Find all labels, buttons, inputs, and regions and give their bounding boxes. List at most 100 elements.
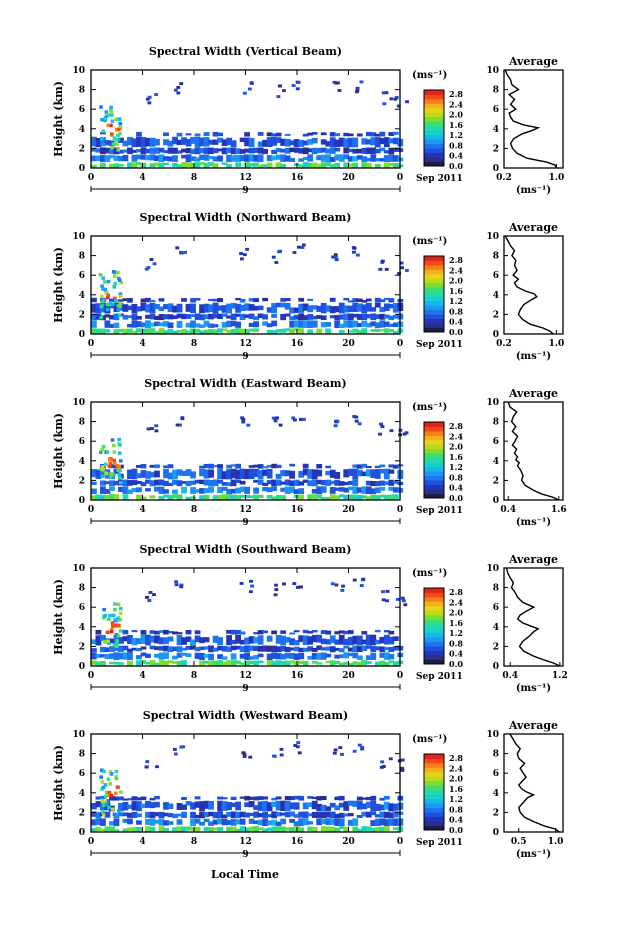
heatmap-cell: [208, 821, 214, 826]
heatmap-cell: [109, 113, 114, 117]
heatmap-cell: [370, 137, 377, 146]
heatmap-cell: [257, 645, 264, 652]
heatmap-cell: [343, 147, 350, 154]
heatmap-cell: [302, 147, 309, 155]
heatmap-cell: [352, 578, 357, 582]
y-axis-label: Height (km): [52, 745, 65, 821]
heatmap-cell: [279, 753, 284, 757]
heatmap-cell: [316, 796, 323, 801]
heatmap-cell: [244, 486, 251, 494]
profile-y-tick-label: 10: [486, 232, 499, 242]
heatmap-cell: [381, 91, 386, 95]
heatmap-cell: [253, 305, 260, 311]
heatmap-cell: [149, 328, 156, 334]
heatmap-cell: [127, 298, 133, 303]
colorbar-segment: [424, 453, 444, 459]
heatmap-cell: [131, 303, 138, 314]
heatmap-cell: [253, 162, 260, 167]
heatmap-cell: [302, 320, 309, 328]
heatmap-cell: [370, 329, 377, 332]
heatmap-cell: [241, 417, 246, 421]
heatmap-cell: [280, 328, 287, 333]
heatmap-cell: [194, 818, 201, 824]
heatmap-cell: [181, 148, 187, 153]
heatmap-cell: [158, 818, 165, 826]
heatmap-cell: [203, 314, 210, 319]
heatmap-cell: [248, 801, 255, 808]
heatmap-cell: [113, 155, 120, 161]
profile-line: [504, 69, 558, 169]
heatmap-cell: [385, 589, 390, 593]
heatmap-cell: [365, 157, 372, 162]
heatmap-cell: [172, 163, 178, 167]
colorbar-segment: [424, 637, 444, 643]
heatmap-cell: [113, 818, 120, 827]
heatmap-cell: [334, 660, 341, 665]
heatmap-cell: [91, 481, 97, 485]
heatmap-cell: [302, 417, 306, 421]
heatmap-cell: [275, 329, 282, 333]
heatmap-cell: [280, 297, 287, 302]
heatmap-cell: [388, 494, 395, 500]
heatmap-cell: [110, 110, 114, 115]
heatmap-cell: [226, 629, 232, 634]
x-tick-label: 0: [88, 339, 94, 349]
heatmap-cell: [392, 315, 399, 319]
heatmap-cell: [248, 636, 255, 644]
heatmap-cell: [104, 653, 111, 660]
heatmap-cell: [136, 306, 142, 312]
heatmap-cell: [359, 80, 364, 84]
colorbar-segment: [424, 762, 444, 768]
heatmap-cell: [338, 302, 345, 314]
heatmap-cell: [361, 486, 368, 494]
heatmap-cell: [149, 322, 156, 327]
heatmap-cell: [320, 139, 327, 145]
heatmap-cell: [176, 652, 183, 658]
colorbar-tick-label: 1.6: [449, 784, 463, 794]
heatmap-cell: [382, 102, 387, 106]
heatmap-cell: [104, 802, 109, 807]
heatmap-cell: [307, 469, 314, 479]
heatmap-cell: [117, 464, 122, 469]
heatmap-cell: [217, 654, 223, 659]
heatmap-cell: [280, 154, 287, 162]
heatmap-cell: [113, 652, 120, 661]
heatmap-cell: [262, 466, 269, 469]
heatmap-cell: [311, 132, 318, 135]
heatmap-cell: [235, 629, 241, 635]
heatmap-cell: [329, 315, 336, 319]
heatmap-cell: [356, 303, 363, 312]
heatmap-cell: [176, 660, 183, 666]
heatmap-cell: [217, 155, 223, 162]
y-tick-label: 10: [72, 232, 85, 242]
heatmap-cell: [338, 494, 345, 498]
heatmap-cell: [307, 148, 314, 153]
heatmap-cell: [334, 827, 341, 832]
heatmap-cell: [253, 826, 260, 832]
heatmap-cell: [334, 258, 339, 262]
colorbar-segment: [424, 614, 444, 620]
heatmap-cell: [239, 653, 246, 659]
heatmap-cell: [194, 814, 201, 819]
heatmap-cell: [199, 660, 205, 666]
heatmap-cell: [370, 307, 377, 312]
heatmap-cell: [392, 480, 399, 484]
heatmap-cell: [271, 496, 278, 500]
heatmap-cell: [271, 819, 278, 826]
heatmap-cell: [352, 635, 359, 645]
heatmap-cell: [203, 162, 210, 168]
heatmap-cell: [352, 486, 359, 494]
heatmap-cell: [98, 450, 103, 454]
heatmap-cell: [102, 769, 106, 774]
heatmap-cell: [176, 646, 183, 653]
heatmap-cell: [250, 584, 255, 588]
heatmap-cell: [113, 602, 117, 606]
colorbar-segment: [424, 588, 444, 593]
colorbar-tick-label: 2.0: [449, 774, 463, 784]
profile-y-tick-label: 0: [493, 496, 499, 506]
heatmap-cell: [230, 147, 237, 155]
heatmap-cell: [190, 645, 196, 650]
x-tick-label: 8: [191, 173, 197, 183]
heatmap-cell: [122, 494, 129, 500]
heatmap-cell: [280, 148, 287, 153]
